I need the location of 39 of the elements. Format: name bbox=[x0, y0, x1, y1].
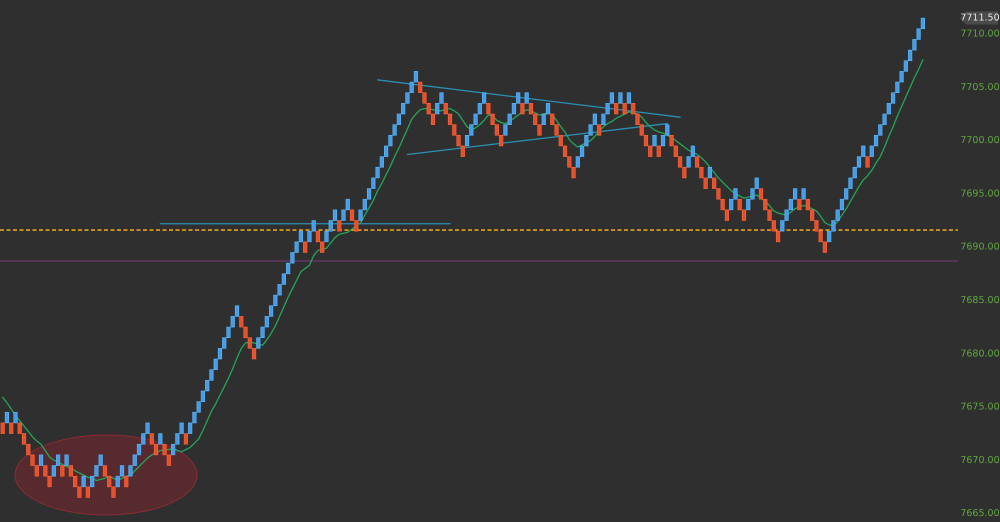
candlestick bbox=[38, 454, 44, 466]
candlestick bbox=[652, 134, 657, 146]
candlestick bbox=[0, 422, 5, 434]
candlestick bbox=[622, 103, 627, 114]
candlestick bbox=[13, 412, 18, 424]
candlestick bbox=[520, 103, 525, 114]
candlestick bbox=[86, 486, 90, 498]
candlestick bbox=[802, 188, 806, 200]
candlestick bbox=[184, 433, 188, 445]
candlestick bbox=[626, 92, 632, 104]
y-tick-label: 7710.00 bbox=[960, 28, 1000, 40]
candlestick bbox=[618, 92, 623, 104]
y-tick-label: 7690.00 bbox=[960, 242, 1000, 253]
y-tick-label: 7670.00 bbox=[960, 454, 1000, 466]
y-tick-label: 7700.00 bbox=[960, 135, 1000, 146]
y-tick-label: 7695.00 bbox=[960, 188, 1000, 200]
candlestick bbox=[60, 465, 64, 476]
candlestick bbox=[597, 124, 602, 136]
candlestick bbox=[9, 422, 14, 434]
candlestick bbox=[64, 454, 69, 466]
candlestick bbox=[158, 433, 162, 445]
candlestick bbox=[524, 92, 529, 104]
candlestick bbox=[656, 145, 661, 158]
y-tick-label: 7705.00 bbox=[960, 82, 1000, 93]
candlestick bbox=[4, 412, 10, 424]
y-tick-label: 7675.00 bbox=[960, 402, 1000, 413]
candlestick bbox=[614, 103, 618, 114]
candlestick bbox=[708, 166, 712, 178]
candlestick bbox=[82, 476, 86, 488]
candlestick bbox=[797, 198, 802, 210]
line-series bbox=[2, 59, 924, 482]
y-tick-label: 7665.00 bbox=[960, 508, 1000, 520]
candlestick bbox=[124, 476, 128, 488]
candlestick bbox=[337, 220, 342, 232]
y-tick-label: 7685.00 bbox=[960, 295, 1000, 306]
y-tick-label: 7680.00 bbox=[960, 348, 1000, 360]
candlestick bbox=[865, 156, 870, 168]
text: 7711.50 bbox=[960, 12, 1000, 24]
candlestick bbox=[303, 242, 308, 253]
